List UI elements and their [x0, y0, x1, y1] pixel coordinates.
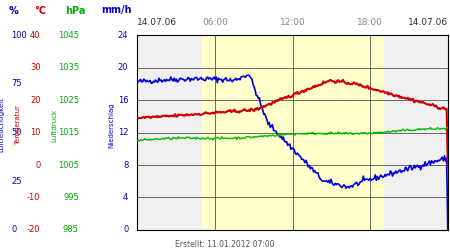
Text: -20: -20 [27, 226, 40, 234]
Text: °C: °C [34, 6, 46, 16]
Text: 8: 8 [123, 160, 128, 170]
Text: 0: 0 [123, 226, 128, 234]
Text: 24: 24 [118, 30, 128, 40]
Text: 06:00: 06:00 [202, 18, 228, 27]
Text: 0: 0 [35, 160, 40, 170]
Text: %: % [9, 6, 19, 16]
Bar [202, 35, 383, 230]
Text: 4: 4 [123, 193, 128, 202]
Text: 16: 16 [117, 96, 128, 104]
Text: 1025: 1025 [58, 96, 79, 104]
Text: 14.07.06: 14.07.06 [137, 18, 177, 27]
Text: 50: 50 [11, 128, 22, 137]
Text: 20: 20 [118, 63, 128, 72]
Text: -10: -10 [27, 193, 40, 202]
Text: mm/h: mm/h [101, 6, 132, 16]
Text: 985: 985 [63, 226, 79, 234]
Text: 1015: 1015 [58, 128, 79, 137]
Text: hPa: hPa [65, 6, 86, 16]
Text: Temperatur: Temperatur [15, 105, 21, 145]
Text: 40: 40 [30, 30, 40, 40]
Text: Niederschlag: Niederschlag [108, 102, 115, 148]
Text: 12:00: 12:00 [279, 18, 306, 27]
Text: 20: 20 [30, 96, 40, 104]
Text: 25: 25 [11, 177, 22, 186]
Text: Erstellt: 11.01.2012 07:00: Erstellt: 11.01.2012 07:00 [175, 240, 275, 249]
Text: Luftfeuchtigkeit: Luftfeuchtigkeit [0, 98, 5, 152]
Text: 30: 30 [30, 63, 40, 72]
Text: 18:00: 18:00 [357, 18, 383, 27]
Text: 0: 0 [11, 226, 17, 234]
Text: 100: 100 [11, 30, 27, 40]
Text: 75: 75 [11, 79, 22, 88]
Text: 1035: 1035 [58, 63, 79, 72]
Text: 995: 995 [63, 193, 79, 202]
Text: 1045: 1045 [58, 30, 79, 40]
Text: 10: 10 [30, 128, 40, 137]
Text: Luftdruck: Luftdruck [51, 108, 57, 142]
Text: 12: 12 [118, 128, 128, 137]
Text: 1005: 1005 [58, 160, 79, 170]
Text: 14.07.06: 14.07.06 [408, 18, 448, 27]
